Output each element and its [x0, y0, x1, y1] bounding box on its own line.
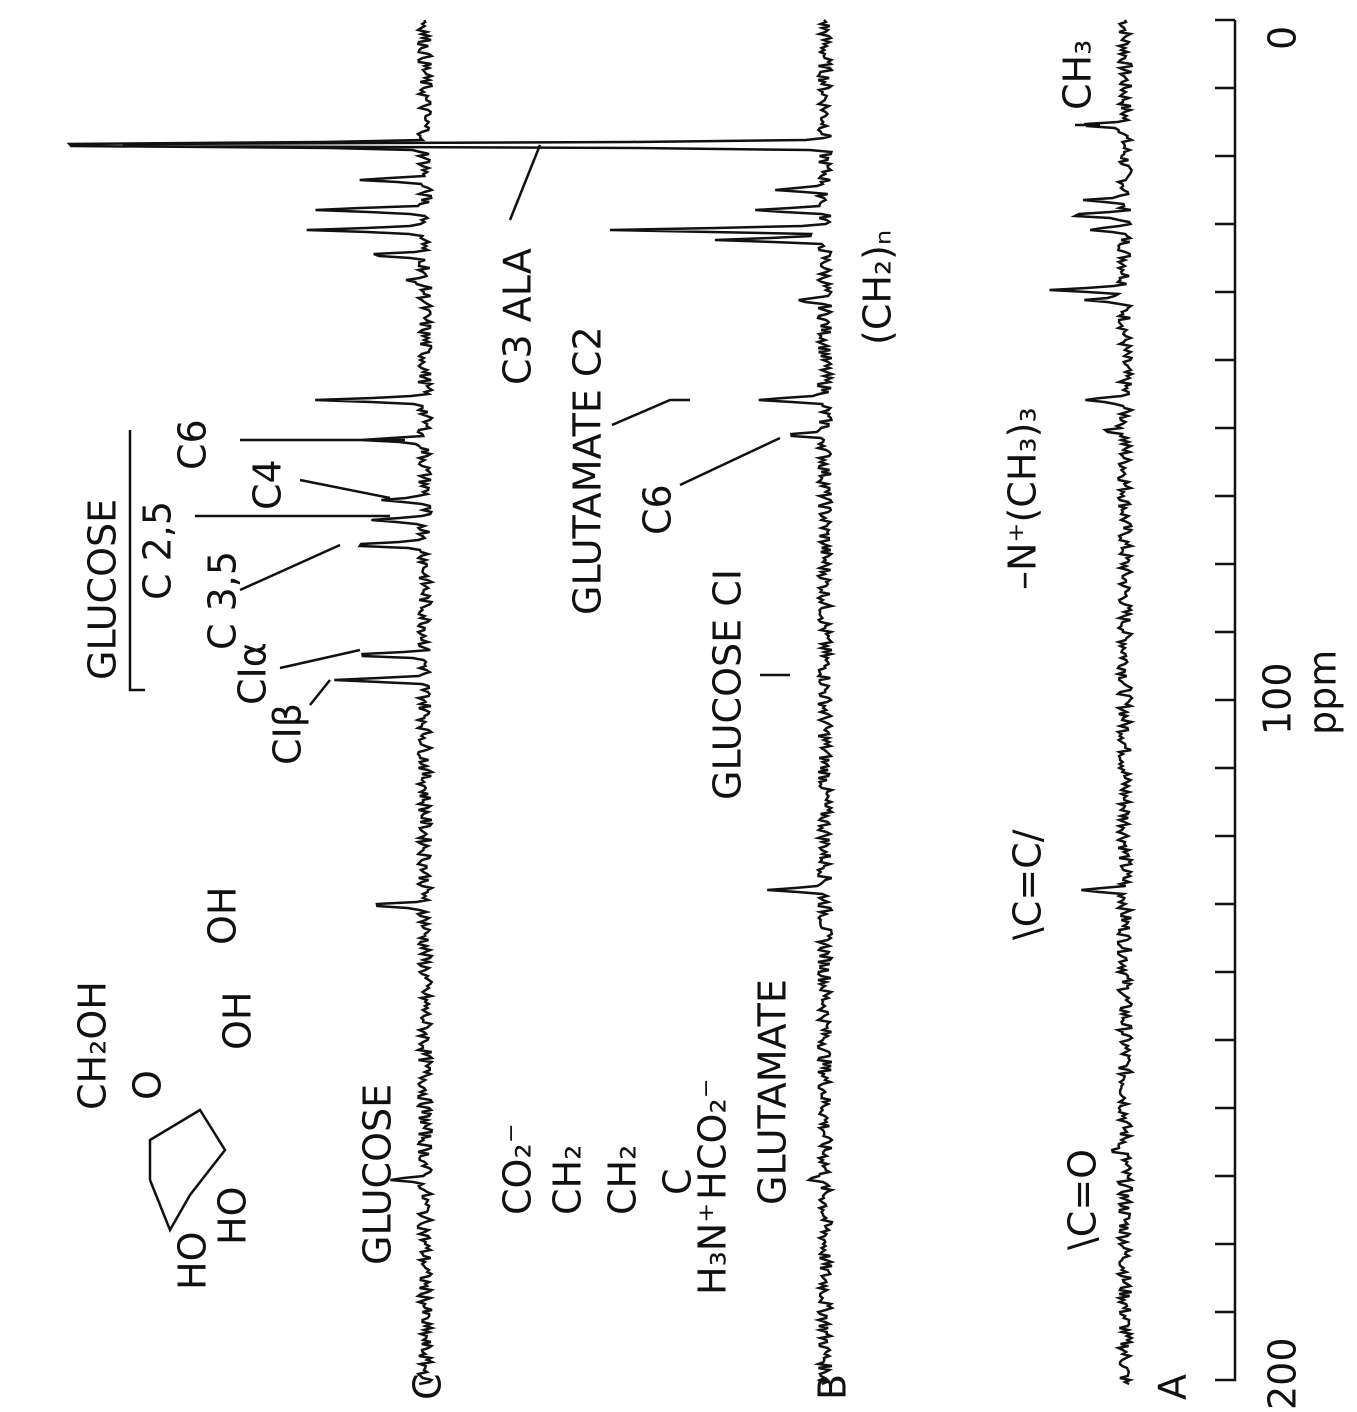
label: 200 [1261, 1337, 1305, 1410]
label: CH₂OH [71, 981, 115, 1110]
label: CIα [231, 642, 275, 705]
label: O [126, 1070, 170, 1100]
label: C6 [636, 484, 680, 535]
page: {"axis": {"label": "ppm", "ticks": ["0",… [0, 0, 1357, 1412]
leader [310, 680, 330, 705]
label: \C=O [1061, 1149, 1105, 1250]
label: C 2,5 [136, 501, 180, 600]
label: CIβ [266, 703, 310, 765]
label: GLUCOSE [81, 499, 125, 680]
label: CH₃ [1056, 40, 1100, 110]
figure: 0 100 200 ppm A B C GLUCOSE C6 C 2,5 C4C 3,5CIαCIβ… [0, 0, 1357, 1412]
leader [612, 400, 690, 425]
label: C [406, 1373, 450, 1400]
label: C6 [171, 419, 215, 470]
label: 100 [1256, 662, 1300, 735]
label: C 3,5 [201, 551, 245, 650]
label: 0 [1261, 26, 1305, 50]
label: CH₂ [546, 1145, 590, 1215]
label: HO [211, 1187, 255, 1245]
label: C4 [246, 459, 290, 510]
label: OH [216, 992, 260, 1050]
leader [300, 480, 390, 498]
label: A [1151, 1374, 1195, 1400]
label: GLUTAMATE C2 [566, 326, 610, 615]
label: CO₂⁻ [691, 1078, 735, 1170]
label: H₃N⁺ [691, 1203, 735, 1295]
label: GLUCOSE [356, 1084, 400, 1265]
leader [510, 145, 540, 220]
label: \C=C/ [1006, 829, 1050, 940]
label: B [811, 1374, 855, 1400]
label: HO [171, 1232, 215, 1290]
label: OH [201, 887, 245, 945]
label: CH₂ [601, 1145, 645, 1215]
label: GLUTAMATE [751, 979, 795, 1205]
label: H [691, 1171, 735, 1200]
label: (CH₂)ₙ [856, 230, 900, 345]
label: –N⁺(CH₃)₃ [1001, 407, 1045, 590]
leader [280, 650, 360, 668]
label: ppm [1301, 650, 1345, 735]
leader [240, 545, 340, 590]
label: C3 ALA [496, 248, 540, 385]
label: CO₂⁻ [496, 1123, 540, 1215]
leader [680, 438, 780, 485]
label: GLUCOSE CI [706, 569, 750, 800]
